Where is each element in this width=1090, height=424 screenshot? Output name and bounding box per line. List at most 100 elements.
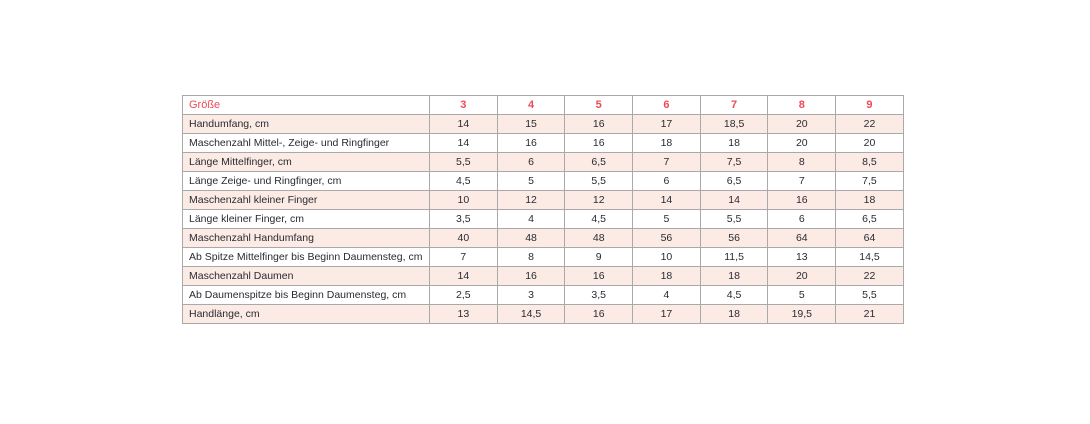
value-cell: 3 xyxy=(496,285,566,305)
glove-size-table-container: Größe 3 4 5 6 7 8 9 Handumfang, cm 14 15 16 17 18,5 2… xyxy=(182,95,904,324)
row-label: Handlänge, cm xyxy=(182,304,430,324)
header-size-label: Größe xyxy=(182,95,430,115)
row-label: Maschenzahl Mittel-, Zeige- und Ringfing… xyxy=(182,133,430,153)
value-cell: 11,5 xyxy=(699,247,769,267)
value-cell: 22 xyxy=(835,266,904,286)
value-cell: 5,5 xyxy=(835,285,904,305)
row-label: Handumfang, cm xyxy=(182,114,430,134)
table-row: Länge Zeige- und Ringfinger, cm 4,5 5 5,5 6 6… xyxy=(182,171,904,191)
value-cell: 6 xyxy=(632,171,701,191)
value-cell: 21 xyxy=(835,304,904,324)
value-cell: 4,5 xyxy=(564,209,634,229)
value-cell: 6 xyxy=(496,152,566,172)
value-cell: 8,5 xyxy=(835,152,904,172)
table-row: Maschenzahl Daumen 14 16 16 18 18 20 22 xyxy=(182,266,904,286)
value-cell: 7,5 xyxy=(835,171,904,191)
table-row: Maschenzahl kleiner Finger 10 12 12 14 14 16 18 xyxy=(182,190,904,210)
value-cell: 40 xyxy=(429,228,498,248)
value-cell: 12 xyxy=(564,190,634,210)
value-cell: 14 xyxy=(699,190,769,210)
value-cell: 2,5 xyxy=(429,285,498,305)
value-cell: 14,5 xyxy=(496,304,566,324)
value-cell: 18 xyxy=(632,133,701,153)
value-cell: 6,5 xyxy=(699,171,769,191)
row-label: Länge Zeige- und Ringfinger, cm xyxy=(182,171,430,191)
value-cell: 18 xyxy=(699,266,769,286)
value-cell: 20 xyxy=(767,133,837,153)
value-cell: 7 xyxy=(429,247,498,267)
value-cell: 3,5 xyxy=(429,209,498,229)
value-cell: 18 xyxy=(835,190,904,210)
value-cell: 16 xyxy=(564,114,634,134)
row-label: Ab Spitze Mittelfinger bis Beginn Daumen… xyxy=(182,247,430,267)
value-cell: 14,5 xyxy=(835,247,904,267)
value-cell: 7 xyxy=(632,152,701,172)
value-cell: 64 xyxy=(767,228,837,248)
value-cell: 8 xyxy=(767,152,837,172)
value-cell: 48 xyxy=(564,228,634,248)
row-label: Ab Daumenspitze bis Beginn Daumensteg, c… xyxy=(182,285,430,305)
value-cell: 13 xyxy=(767,247,837,267)
value-cell: 17 xyxy=(632,304,701,324)
value-cell: 16 xyxy=(564,266,634,286)
value-cell: 16 xyxy=(496,266,566,286)
value-cell: 4 xyxy=(632,285,701,305)
value-cell: 16 xyxy=(564,133,634,153)
value-cell: 16 xyxy=(767,190,837,210)
value-cell: 18 xyxy=(632,266,701,286)
value-cell: 14 xyxy=(632,190,701,210)
glove-size-table: Größe 3 4 5 6 7 8 9 Handumfang, cm 14 15 16 17 18,5 2… xyxy=(182,95,904,324)
value-cell: 4 xyxy=(496,209,566,229)
value-cell: 48 xyxy=(496,228,566,248)
value-cell: 6 xyxy=(767,209,837,229)
value-cell: 5,5 xyxy=(564,171,634,191)
table-row: Ab Daumenspitze bis Beginn Daumensteg, c… xyxy=(182,285,904,305)
value-cell: 10 xyxy=(632,247,701,267)
value-cell: 5 xyxy=(632,209,701,229)
value-cell: 14 xyxy=(429,114,498,134)
header-size-6: 6 xyxy=(632,95,701,115)
table-row: Maschenzahl Handumfang 40 48 48 56 56 64 64 xyxy=(182,228,904,248)
value-cell: 64 xyxy=(835,228,904,248)
value-cell: 14 xyxy=(429,133,498,153)
table-header: Größe 3 4 5 6 7 8 9 xyxy=(182,95,904,115)
table-row: Maschenzahl Mittel-, Zeige- und Ringfing… xyxy=(182,133,904,153)
value-cell: 5 xyxy=(767,285,837,305)
value-cell: 16 xyxy=(564,304,634,324)
value-cell: 9 xyxy=(564,247,634,267)
value-cell: 18 xyxy=(699,304,769,324)
row-label: Länge kleiner Finger, cm xyxy=(182,209,430,229)
header-size-4: 4 xyxy=(496,95,566,115)
value-cell: 10 xyxy=(429,190,498,210)
table-row: Länge kleiner Finger, cm 3,5 4 4,5 5 5,5 6 6,5 xyxy=(182,209,904,229)
value-cell: 8 xyxy=(496,247,566,267)
value-cell: 22 xyxy=(835,114,904,134)
value-cell: 4,5 xyxy=(699,285,769,305)
value-cell: 17 xyxy=(632,114,701,134)
table-row: Länge Mittelfinger, cm 5,5 6 6,5 7 7,5 8 8,5 xyxy=(182,152,904,172)
value-cell: 19,5 xyxy=(767,304,837,324)
table-body: Handumfang, cm 14 15 16 17 18,5 20 22 Maschenzah… xyxy=(182,114,904,324)
value-cell: 18,5 xyxy=(699,114,769,134)
value-cell: 5 xyxy=(496,171,566,191)
row-label: Maschenzahl Handumfang xyxy=(182,228,430,248)
table-row: Handlänge, cm 13 14,5 16 17 18 19,5 21 xyxy=(182,304,904,324)
value-cell: 7,5 xyxy=(699,152,769,172)
value-cell: 3,5 xyxy=(564,285,634,305)
value-cell: 56 xyxy=(699,228,769,248)
value-cell: 20 xyxy=(835,133,904,153)
header-size-9: 9 xyxy=(835,95,904,115)
value-cell: 20 xyxy=(767,114,837,134)
header-size-8: 8 xyxy=(767,95,837,115)
header-row: Größe 3 4 5 6 7 8 9 xyxy=(182,95,904,115)
value-cell: 13 xyxy=(429,304,498,324)
header-size-3: 3 xyxy=(429,95,498,115)
table-row: Ab Spitze Mittelfinger bis Beginn Daumen… xyxy=(182,247,904,267)
value-cell: 18 xyxy=(699,133,769,153)
value-cell: 6,5 xyxy=(835,209,904,229)
value-cell: 14 xyxy=(429,266,498,286)
value-cell: 4,5 xyxy=(429,171,498,191)
value-cell: 15 xyxy=(496,114,566,134)
value-cell: 6,5 xyxy=(564,152,634,172)
value-cell: 12 xyxy=(496,190,566,210)
